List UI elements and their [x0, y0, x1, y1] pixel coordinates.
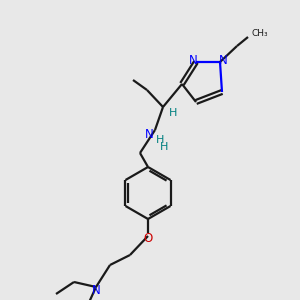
Text: CH₃: CH₃ — [252, 29, 268, 38]
Text: N: N — [145, 128, 153, 140]
Text: N: N — [219, 55, 227, 68]
Text: H: H — [160, 142, 168, 152]
Text: O: O — [143, 232, 153, 244]
Text: H: H — [169, 108, 177, 118]
Text: H: H — [156, 135, 164, 145]
Text: N: N — [189, 53, 197, 67]
Text: N: N — [92, 284, 100, 298]
